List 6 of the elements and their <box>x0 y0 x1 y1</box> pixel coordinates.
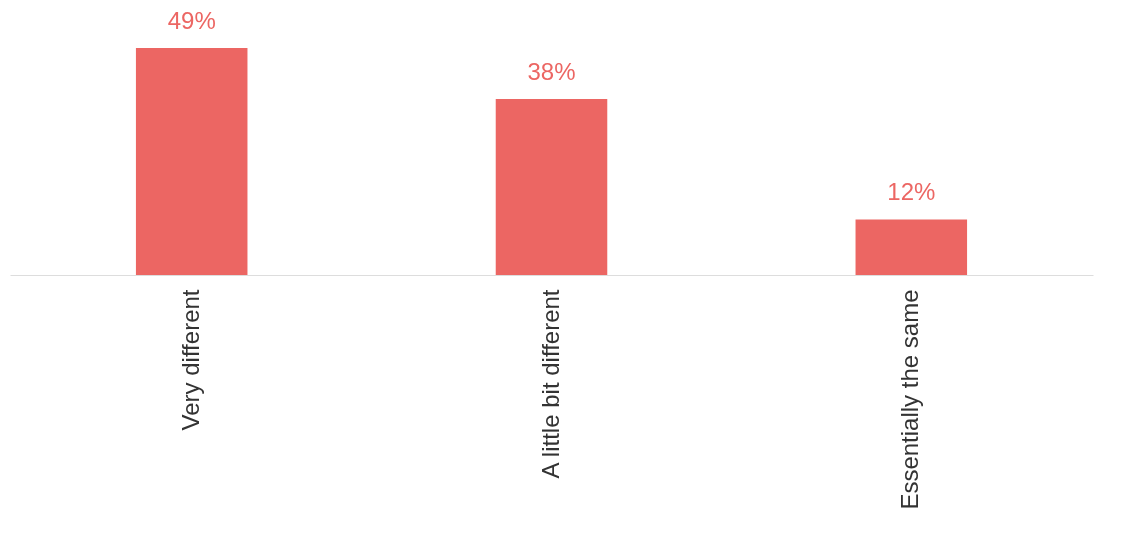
x-tick-label: Essentially the same <box>896 289 924 510</box>
x-tick-label: A little bit different <box>536 289 564 479</box>
data-label: 49% <box>167 7 216 34</box>
x-tick-label: Very different <box>176 289 204 431</box>
data-label: 12% <box>887 178 936 206</box>
data-label: 38% <box>527 57 576 85</box>
